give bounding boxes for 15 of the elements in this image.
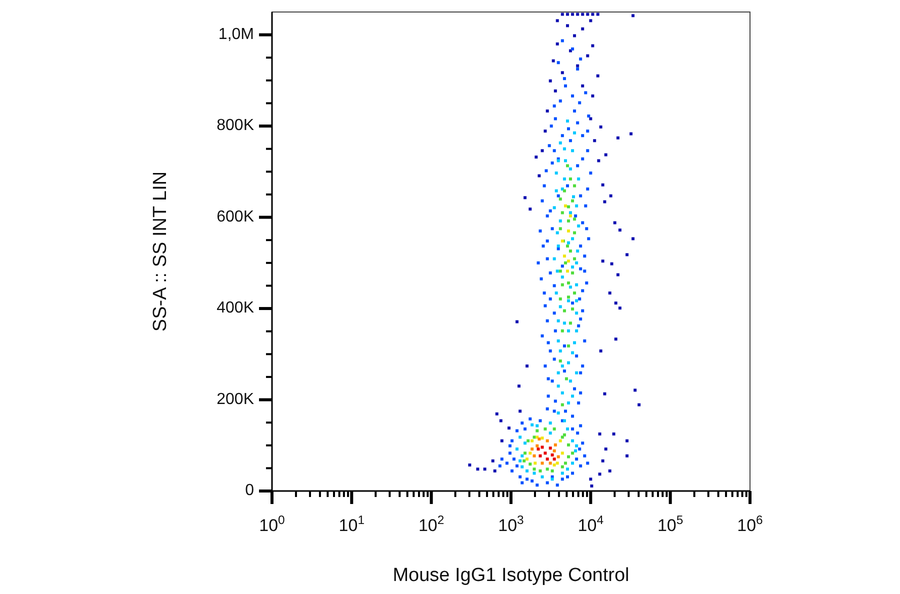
x-tick-label: 10$^{5}$ (657, 513, 684, 535)
x-tick-label: 10$^{3}$ (498, 513, 524, 535)
x-tick-label: 10$^{1}$ (338, 513, 365, 535)
x-tick-label: 10$^{2}$ (418, 513, 444, 535)
x-axis-title: Mouse IgG1 Isotype Control (392, 565, 630, 586)
x-tick-label: 10$^{6}$ (737, 513, 764, 535)
y-tick-label: 200K (216, 390, 254, 408)
y-tick-label: 800K (216, 117, 254, 134)
x-tick-label: 10$^{4}$ (578, 513, 604, 535)
y-tick-label: 400K (216, 300, 254, 317)
y-tick-label: 0 (245, 482, 254, 500)
y-tick-label: 600K (216, 208, 254, 226)
y-tick-label: 1,0M (218, 26, 254, 44)
x-tick-label: 10$^{0}$ (259, 513, 286, 535)
y-axis-title: SS-A :: SS INT LIN (150, 171, 171, 332)
